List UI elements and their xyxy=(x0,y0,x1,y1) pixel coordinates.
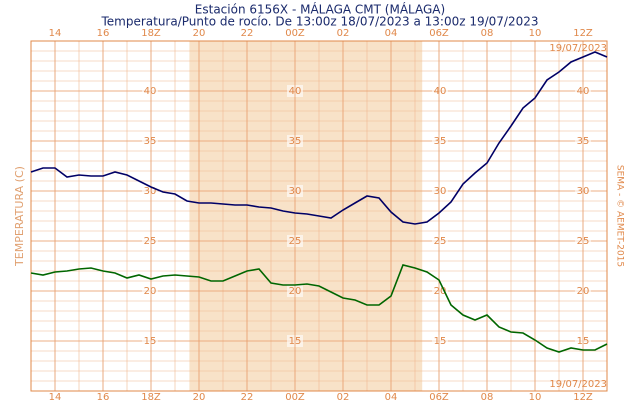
x-tick-label-bottom: 16 xyxy=(97,392,110,403)
y-tick-label: 35 xyxy=(434,136,447,147)
label-bg xyxy=(142,285,158,297)
y-axis-label: TEMPERATURA (C) xyxy=(13,166,26,267)
x-tick-label-top: 20 xyxy=(193,28,206,39)
x-tick-label-top: 18Z xyxy=(141,28,161,39)
x-tick-label-top: 04 xyxy=(385,28,398,39)
x-tick-label-top: 12Z xyxy=(573,28,593,39)
label-bg xyxy=(432,135,448,147)
x-tick-label-top: 00Z xyxy=(285,28,305,39)
x-tick-label-top: 02 xyxy=(337,28,350,39)
x-tick-label-top: 22 xyxy=(241,28,254,39)
y-tick-label: 15 xyxy=(144,336,157,347)
x-tick-label-bottom: 20 xyxy=(193,392,206,403)
y-tick-label: 20 xyxy=(434,286,447,297)
y-tick-label: 25 xyxy=(434,236,447,247)
label-bg xyxy=(142,85,158,97)
line-series xyxy=(30,51,608,225)
label-bg xyxy=(142,135,158,147)
shaded-night xyxy=(189,41,423,391)
chart-subtitle: Temperatura/Punto de rocío. De 13:00z 18… xyxy=(100,15,538,29)
x-tick-label-bottom: 14 xyxy=(49,392,62,403)
x-tick-label-bottom: 06Z xyxy=(429,392,449,403)
credit: SEMA - © AEMET-2015 xyxy=(615,165,625,267)
label-bg xyxy=(432,235,448,247)
plot-frame xyxy=(30,40,608,392)
y-tick-label: 15 xyxy=(434,336,447,347)
date-label: 19/07/2023 xyxy=(549,43,607,54)
y-tick-label: 35 xyxy=(144,136,157,147)
label-bg xyxy=(432,185,448,197)
date-label: 19/07/2023 xyxy=(549,379,607,390)
y-tick-label: 40 xyxy=(434,86,447,97)
y-tick-label: 30 xyxy=(144,186,157,197)
y-tick-label: 25 xyxy=(144,236,157,247)
x-tick-label-top: 08 xyxy=(481,28,494,39)
x-tick-label-top: 16 xyxy=(97,28,110,39)
y-tick-label: 30 xyxy=(434,186,447,197)
x-tick-label-bottom: 08 xyxy=(481,392,494,403)
label-bg xyxy=(142,335,158,347)
x-tick-label-top: 14 xyxy=(49,28,62,39)
x-tick-label-bottom: 18Z xyxy=(141,392,161,403)
x-tick-label-top: 10 xyxy=(529,28,542,39)
label-bg xyxy=(432,335,448,347)
y-tick-label: 40 xyxy=(144,86,157,97)
x-tick-label-bottom: 02 xyxy=(337,392,350,403)
label-bg xyxy=(432,85,448,97)
x-tick-label-bottom: 22 xyxy=(241,392,254,403)
y-tick-label: 20 xyxy=(144,286,157,297)
chart-title: Estación 6156X - MÁLAGA CMT (MÁLAGA) xyxy=(195,2,445,17)
x-tick-label-bottom: 12Z xyxy=(573,392,593,403)
x-tick-label-bottom: 04 xyxy=(385,392,398,403)
label-bg xyxy=(432,285,448,297)
x-tick-label-bottom: 00Z xyxy=(285,392,305,403)
label-bg xyxy=(142,235,158,247)
x-tick-label-top: 06Z xyxy=(429,28,449,39)
x-tick-label-bottom: 10 xyxy=(529,392,542,403)
line-series xyxy=(30,264,608,353)
